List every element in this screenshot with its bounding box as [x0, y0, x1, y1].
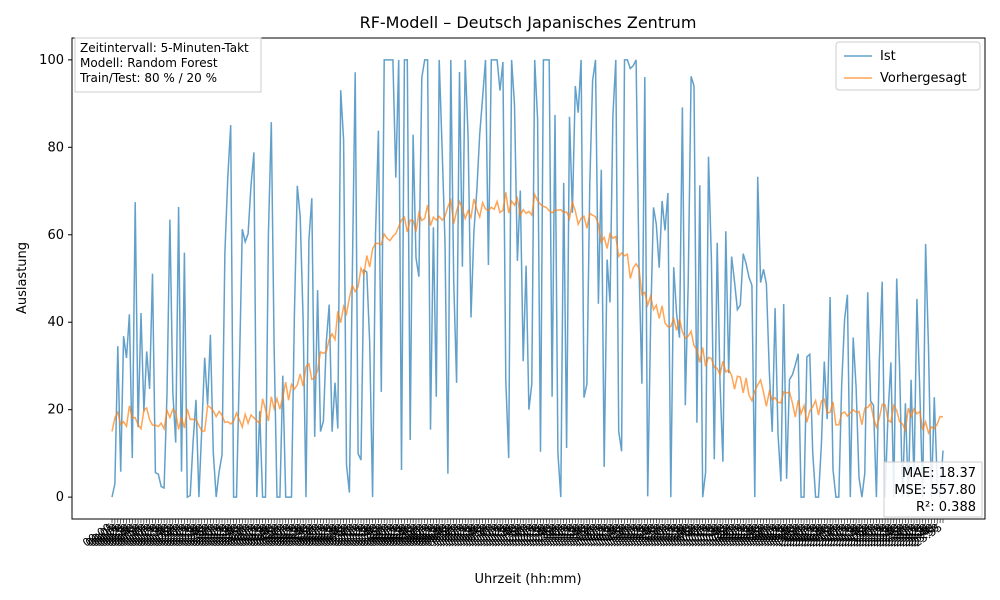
- plot-frame: [71, 37, 986, 520]
- series-ist: [111, 59, 944, 499]
- x-axis-label: Uhrzeit (hh:mm): [474, 572, 581, 587]
- series-vorhergesagt-line: [111, 191, 944, 436]
- legend-label-ist: Ist: [880, 49, 896, 64]
- y-tick-label: 20: [47, 403, 64, 418]
- info-box-frame: [74, 37, 262, 93]
- series-ist-line: [111, 59, 944, 499]
- series-vorhergesagt: [111, 191, 944, 436]
- x-axis: 00:0000:0500:1000:1500:2000:2500:3000:35…: [80, 519, 945, 550]
- legend-label-vorhergesagt: Vorhergesagt: [880, 71, 967, 86]
- legend: Ist Vorhergesagt: [835, 41, 981, 91]
- y-tick-label: 80: [47, 140, 64, 155]
- plot-area: [71, 37, 986, 520]
- y-tick-label: 40: [47, 315, 64, 330]
- metric-mse: MSE: 557.80: [894, 483, 976, 498]
- info-line-model: Modell: Random Forest: [80, 56, 218, 70]
- metrics-box: MAE: 18.37 MSE: 557.80 R²: 0.388: [883, 461, 983, 518]
- info-line-split: Train/Test: 80 % / 20 %: [79, 71, 217, 85]
- metric-mae: MAE: 18.37: [902, 466, 976, 481]
- y-tick-label: 0: [56, 490, 64, 505]
- chart-title: RF-Modell – Deutsch Japanisches Zentrum: [360, 13, 697, 32]
- y-axis-label: Auslastung: [15, 242, 30, 314]
- info-box: Zeitintervall: 5-Minuten-Takt Modell: Ra…: [74, 37, 262, 93]
- y-tick-label: 60: [47, 228, 64, 243]
- metric-r2: R²: 0.388: [916, 500, 976, 515]
- metrics-box-frame: [883, 461, 983, 518]
- y-axis: 0 20 40 60 80 100: [39, 53, 72, 505]
- info-line-interval: Zeitintervall: 5-Minuten-Takt: [80, 41, 249, 55]
- y-tick-label: 100: [39, 53, 64, 68]
